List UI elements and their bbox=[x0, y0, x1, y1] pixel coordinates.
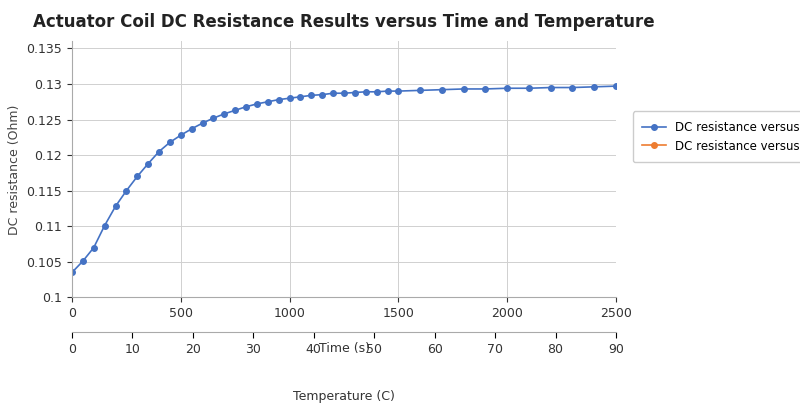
DC resistance versus time bbox=[230, 108, 240, 113]
DC resistance versus time bbox=[143, 161, 153, 166]
DC resistance versus time bbox=[296, 94, 306, 99]
DC resistance versus time bbox=[328, 91, 338, 96]
DC resistance versus time bbox=[198, 121, 207, 126]
DC resistance versus time bbox=[67, 270, 77, 275]
DC resistance versus time bbox=[78, 259, 88, 263]
DC resistance versus time bbox=[394, 89, 403, 94]
DC resistance versus time bbox=[219, 112, 229, 116]
DC resistance versus time bbox=[187, 126, 197, 131]
DC resistance versus time bbox=[361, 89, 370, 94]
DC resistance versus time bbox=[133, 174, 142, 179]
DC resistance versus time bbox=[306, 93, 316, 98]
DC resistance versus time bbox=[481, 86, 490, 91]
DC resistance versus time bbox=[89, 245, 98, 250]
DC resistance versus time bbox=[546, 85, 555, 90]
Y-axis label: DC resistance (Ohm): DC resistance (Ohm) bbox=[8, 104, 21, 235]
DC resistance versus time bbox=[100, 223, 110, 228]
DC resistance versus time bbox=[122, 188, 131, 193]
DC resistance versus time bbox=[154, 149, 164, 154]
Legend: DC resistance versus time, DC resistance versus temperature: DC resistance versus time, DC resistance… bbox=[633, 111, 800, 162]
DC resistance versus time bbox=[524, 86, 534, 91]
DC resistance versus time bbox=[110, 204, 120, 209]
DC resistance versus time bbox=[176, 133, 186, 138]
DC resistance versus time bbox=[339, 91, 349, 96]
Text: Time (s): Time (s) bbox=[318, 342, 370, 356]
DC resistance versus time bbox=[459, 86, 469, 91]
DC resistance versus time bbox=[502, 86, 512, 91]
DC resistance versus time bbox=[263, 99, 273, 104]
DC resistance versus time bbox=[318, 92, 327, 97]
DC resistance versus time bbox=[165, 140, 174, 145]
DC resistance versus time bbox=[611, 83, 621, 89]
DC resistance versus time bbox=[252, 102, 262, 107]
DC resistance versus time bbox=[590, 84, 599, 89]
DC resistance versus time bbox=[242, 104, 251, 109]
DC resistance versus time bbox=[568, 85, 578, 90]
DC resistance versus time bbox=[274, 97, 283, 102]
Line: DC resistance versus time: DC resistance versus time bbox=[70, 83, 618, 275]
DC resistance versus time bbox=[372, 89, 382, 94]
DC resistance versus time bbox=[285, 96, 294, 101]
DC resistance versus time bbox=[437, 87, 446, 92]
DC resistance versus time bbox=[382, 89, 392, 94]
DC resistance versus time bbox=[350, 90, 360, 95]
Title: Actuator Coil DC Resistance Results versus Time and Temperature: Actuator Coil DC Resistance Results vers… bbox=[33, 13, 655, 31]
DC resistance versus time bbox=[415, 88, 425, 93]
Text: Temperature (C): Temperature (C) bbox=[293, 390, 395, 403]
DC resistance versus time bbox=[209, 116, 218, 121]
